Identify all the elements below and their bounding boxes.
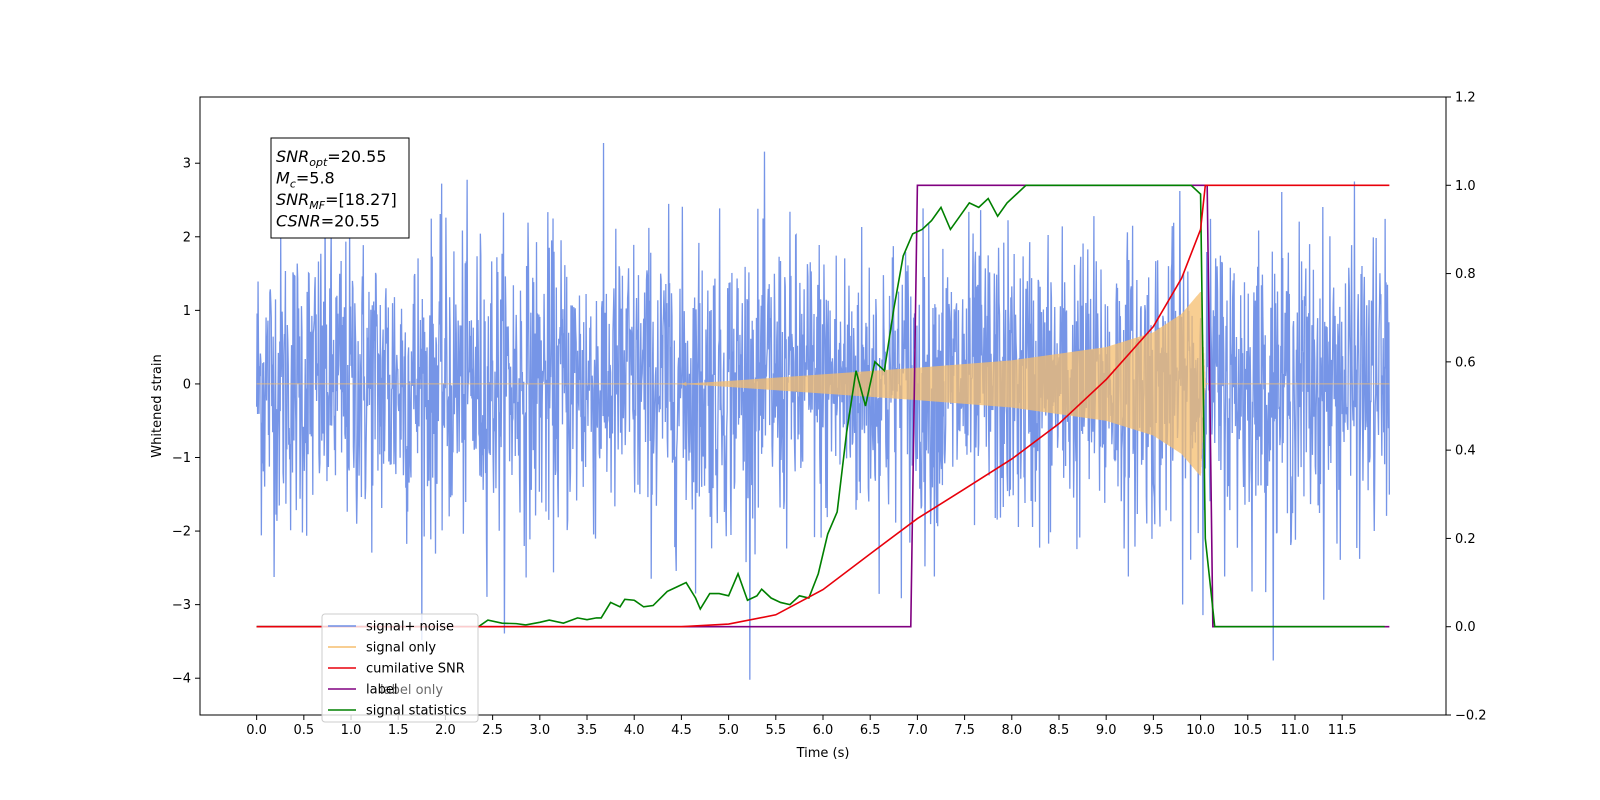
axis-ticks: 0.0 0.5 1.0 1.5 2.0 2.5 3.0 3.5 4.0 4.5 5.0 5.5 6.0 6… <box>172 91 1487 739</box>
series-signal-statistics <box>256 184 1385 628</box>
y-left-tick-label: 1 <box>183 304 191 319</box>
y-right-tick-label: −0.2 <box>1455 709 1487 724</box>
legend-frame <box>321 613 479 723</box>
y-right-tick-label: 1.2 <box>1455 91 1476 106</box>
x-tick-label: 7.0 <box>907 723 928 738</box>
x-tick-label: 0.0 <box>246 723 267 738</box>
annotation-box: SNRopt=20.55Mc=5.8SNRMF=[18.27]CSNR=20.5… <box>270 137 410 239</box>
series-signal-only <box>256 291 1390 476</box>
annotation-line: CSNR=20.55 <box>276 212 380 231</box>
y-right-tick-label: 0.0 <box>1455 620 1476 635</box>
y-left-tick-label: −4 <box>172 672 191 687</box>
annotation-frame <box>270 137 410 239</box>
x-tick-label: 10.5 <box>1233 723 1262 738</box>
x-tick-label: 8.0 <box>1001 723 1022 738</box>
x-axis-label: Time (s) <box>796 746 850 761</box>
y-left-tick-label: −1 <box>172 451 191 466</box>
x-tick-label: 0.5 <box>293 723 314 738</box>
y-right-tick-label: 0.6 <box>1455 355 1476 370</box>
annotation-line: Mc=5.8 <box>276 169 335 191</box>
x-tick-label: 11.0 <box>1280 723 1309 738</box>
x-tick-label: 1.5 <box>388 723 409 738</box>
y-left-tick-label: 0 <box>183 377 191 392</box>
x-tick-label: 2.0 <box>435 723 456 738</box>
legend-label: signal only <box>366 641 436 656</box>
y-right-tick-label: 0.8 <box>1455 267 1476 282</box>
y-left-tick-label: 2 <box>183 230 191 245</box>
x-tick-label: 11.5 <box>1328 723 1357 738</box>
x-tick-label: 3.0 <box>529 723 550 738</box>
y-right-tick-label: 0.4 <box>1455 444 1476 459</box>
annotation-line: SNRopt=20.55 <box>276 147 387 169</box>
legend-label-ghost: label only <box>380 683 443 698</box>
y-right-tick-label: 0.2 <box>1455 532 1476 547</box>
series-signal-noise <box>255 142 1391 680</box>
x-tick-label: 6.5 <box>860 723 881 738</box>
y-right-tick-label: 1.0 <box>1455 179 1476 194</box>
x-tick-label: 3.5 <box>577 723 598 738</box>
y-left-tick-label: 3 <box>183 157 191 172</box>
x-tick-label: 4.5 <box>671 723 692 738</box>
x-tick-label: 5.5 <box>765 723 786 738</box>
plot-area <box>255 142 1391 680</box>
y-axis-label-left: Whitened strain <box>150 354 165 457</box>
y-left-tick-label: −2 <box>172 525 191 540</box>
x-tick-label: 8.5 <box>1049 723 1070 738</box>
y-left-tick-label: −3 <box>172 598 191 613</box>
x-tick-label: 7.5 <box>954 723 975 738</box>
legend-label: label <box>366 683 397 698</box>
x-tick-label: 5.0 <box>718 723 739 738</box>
x-tick-label: 2.5 <box>482 723 503 738</box>
legend: signal+ noise signal only cumilative SNR la… <box>321 613 479 723</box>
x-tick-label: 1.0 <box>341 723 362 738</box>
annotation-line: SNRMF=[18.27] <box>276 190 397 212</box>
legend-label: cumilative SNR <box>366 662 465 677</box>
x-tick-label: 9.0 <box>1096 723 1117 738</box>
x-tick-label: 9.5 <box>1143 723 1164 738</box>
x-tick-label: 6.0 <box>813 723 834 738</box>
series-cumilative-snr <box>256 184 1390 628</box>
x-tick-label: 10.0 <box>1186 723 1215 738</box>
legend-label: signal+ noise <box>366 620 454 635</box>
legend-label: signal statistics <box>366 704 467 719</box>
x-tick-label: 4.0 <box>624 723 645 738</box>
